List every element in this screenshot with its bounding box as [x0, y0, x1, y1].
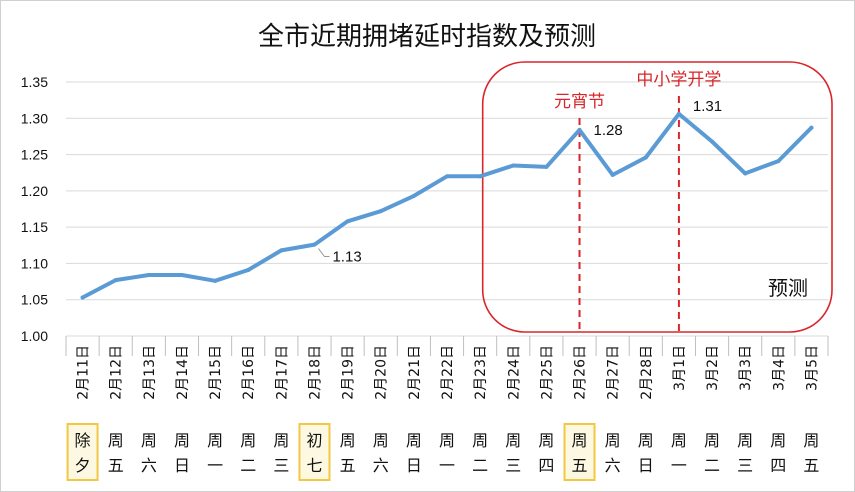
weekday-label: 周五	[340, 431, 356, 475]
data-point	[445, 174, 449, 179]
y-tick-label: 1.35	[21, 74, 48, 90]
x-tick-label: 2月16日	[241, 345, 257, 400]
forecast-label: 预测	[768, 276, 808, 300]
data-point	[643, 155, 648, 160]
x-tick-label: 2月21日	[407, 345, 423, 400]
x-tick-label: 2月11日	[76, 345, 92, 400]
weekday-label: 周一	[439, 431, 455, 475]
data-point	[809, 125, 814, 130]
weekday-label: 周五	[572, 431, 588, 475]
x-tick-label: 2月19日	[341, 345, 357, 400]
x-tick-label: 2月23日	[473, 345, 489, 400]
y-tick-label: 1.00	[21, 328, 48, 344]
x-tick-label: 3月5日	[804, 345, 820, 391]
x-tick-label: 3月1日	[672, 345, 688, 391]
data-point	[478, 174, 483, 179]
data-label-leader	[318, 248, 330, 258]
event-label: 元宵节	[554, 92, 605, 112]
weekday-label: 周一	[671, 431, 687, 475]
y-tick-label: 1.25	[21, 147, 48, 163]
x-tick-label: 2月24日	[506, 345, 522, 400]
weekday-label: 周三	[273, 431, 289, 475]
data-point	[146, 273, 151, 278]
data-point	[776, 159, 781, 164]
data-point	[544, 164, 549, 169]
x-tick-label: 3月4日	[771, 345, 787, 391]
weekday-label: 周三	[737, 431, 753, 475]
weekday-label: 周二	[240, 431, 256, 475]
forecast-box	[481, 61, 833, 333]
data-point	[312, 242, 317, 247]
x-tick-label: 2月22日	[440, 345, 456, 400]
weekday-label: 周四	[770, 431, 786, 475]
weekday-label: 周六	[605, 431, 621, 475]
y-tick-label: 1.10	[21, 255, 48, 271]
x-tick-label: 2月25日	[539, 345, 555, 400]
weekday-label: 周二	[472, 431, 488, 475]
weekday-label: 初七	[306, 431, 322, 475]
weekday-label: 周日	[174, 431, 190, 475]
weekday-highlight-box	[298, 423, 331, 481]
weekday-label: 周五	[108, 431, 124, 475]
data-point	[511, 163, 516, 168]
y-tick-label: 1.05	[21, 292, 48, 308]
data-label: 1.31	[693, 98, 722, 115]
data-point	[676, 111, 681, 116]
y-tick-label: 1.15	[21, 219, 48, 235]
y-tick-label: 1.20	[21, 183, 48, 199]
weekday-label: 周六	[373, 431, 389, 475]
data-point	[213, 278, 218, 283]
weekday-label: 除夕	[75, 431, 91, 475]
weekday-label: 周日	[406, 431, 422, 475]
weekday-label: 周日	[638, 431, 654, 475]
x-tick-label: 2月28日	[639, 345, 655, 400]
weekday-label: 周一	[207, 431, 223, 475]
x-tick-label: 3月3日	[738, 345, 754, 391]
weekday-label: 周五	[803, 431, 819, 475]
data-point	[577, 127, 582, 132]
data-point	[345, 219, 350, 224]
data-point	[743, 171, 748, 176]
data-label: 1.28	[594, 122, 623, 139]
weekday-label: 周四	[538, 431, 554, 475]
weekday-highlight-box	[563, 423, 596, 481]
data-point	[279, 248, 284, 253]
data-point	[113, 278, 118, 283]
x-tick-label: 2月18日	[307, 345, 323, 400]
x-tick-label: 2月15日	[208, 345, 224, 400]
data-point	[179, 273, 184, 278]
x-tick-label: 3月2日	[705, 345, 721, 391]
data-point	[610, 172, 615, 177]
x-tick-label: 2月14日	[175, 345, 191, 400]
data-point	[80, 295, 85, 300]
data-point	[411, 193, 416, 198]
x-tick-label: 2月12日	[109, 345, 125, 400]
x-tick-label: 2月27日	[606, 345, 622, 400]
weekday-highlight-box	[66, 423, 99, 481]
chart-title: 全市近期拥堵延时指数及预测	[258, 22, 596, 52]
event-label: 中小学开学	[636, 70, 721, 90]
x-tick-label: 2月20日	[374, 345, 390, 400]
x-tick-label: 2月17日	[274, 345, 290, 400]
x-tick-label: 2月26日	[573, 345, 589, 400]
data-label: 1.13	[332, 249, 361, 266]
y-tick-label: 1.30	[21, 110, 48, 126]
data-point	[710, 139, 715, 144]
data-point	[246, 267, 251, 272]
weekday-label: 周三	[505, 431, 521, 475]
data-point	[378, 209, 383, 214]
x-tick-label: 2月13日	[142, 345, 158, 400]
weekday-label: 周二	[704, 431, 720, 475]
weekday-label: 周六	[141, 431, 157, 475]
